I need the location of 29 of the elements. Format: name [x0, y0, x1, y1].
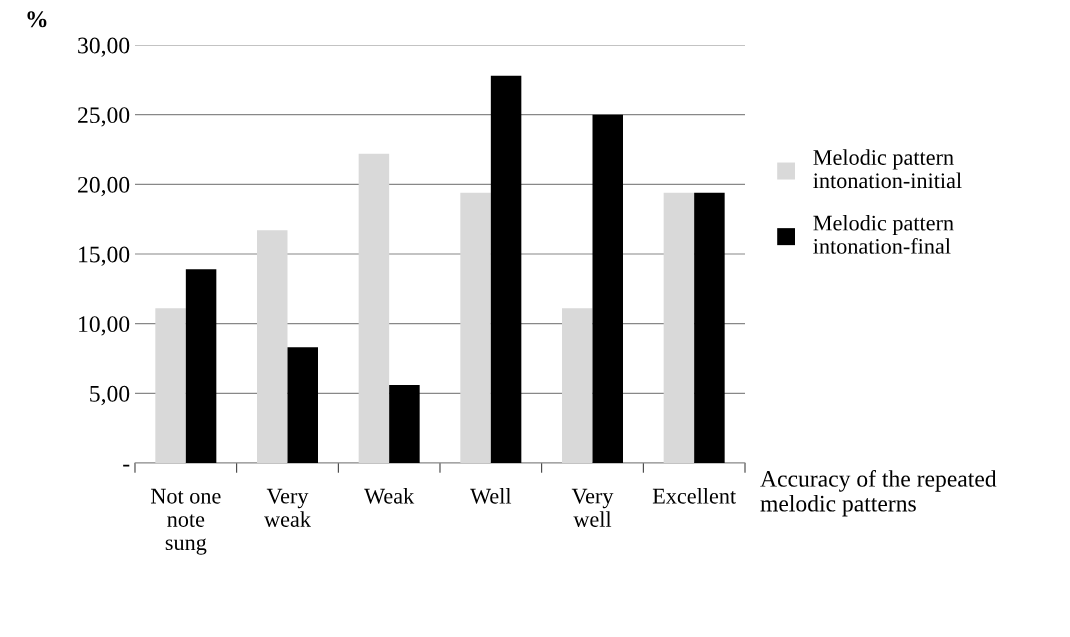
bar: [287, 347, 318, 463]
bar: [358, 153, 390, 463]
x-tick-label: Well: [470, 488, 512, 504]
bar: [155, 308, 186, 463]
x-tick-label: Weak: [364, 488, 415, 504]
y-tick-label: 30,00: [78, 37, 130, 57]
bar: [562, 308, 593, 463]
x-tick-label: Not one note sung: [150, 488, 221, 555]
bar: [389, 384, 420, 463]
bar: [490, 75, 522, 463]
y-tick-label: 20,00: [78, 176, 130, 197]
y-axis-title: %: [27, 11, 47, 28]
y-tick-label: 5,00: [90, 385, 130, 406]
bar: [592, 114, 623, 463]
y-tick-label: 10,00: [79, 316, 130, 336]
legend-label: Melodic pattern intonation-final: [813, 214, 954, 254]
bar: [663, 192, 695, 463]
bar: [257, 230, 288, 463]
bar: [185, 269, 217, 463]
x-axis-title: Accuracy of the repeated melodic patterns: [760, 470, 997, 517]
x-tick-label: Very well: [571, 488, 614, 527]
y-tick-label: 25,00: [78, 107, 130, 127]
x-tick-label: Very weak: [264, 488, 311, 527]
y-tick-label: -: [123, 464, 130, 467]
x-tick-label: Excellent: [652, 488, 736, 504]
bar: [460, 192, 491, 463]
y-tick-label: 15,00: [79, 246, 130, 266]
legend-label: Melodic pattern intonation-initial: [813, 149, 962, 189]
bar: [694, 192, 725, 463]
